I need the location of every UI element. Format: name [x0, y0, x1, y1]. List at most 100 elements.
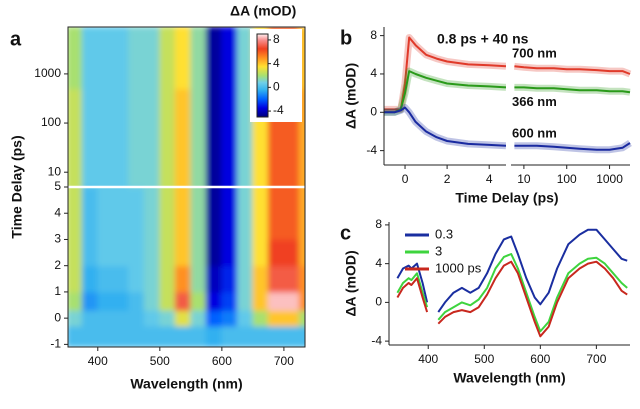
heatmap-cell [298, 265, 305, 293]
heatmap-cell [68, 88, 83, 139]
heatmap-cell [81, 186, 99, 240]
heatmap-cell [190, 238, 207, 267]
x-tick-label: 400 [88, 354, 108, 368]
heatmap-cell [68, 186, 83, 240]
heatmap-cell [298, 137, 305, 188]
heatmap-cell [236, 238, 254, 267]
heatmap-cell [236, 186, 254, 240]
series-label: 700 nm [512, 46, 557, 61]
heatmap-cell [190, 27, 207, 90]
series-label: 366 nm [512, 94, 557, 109]
heatmap-cell [205, 265, 223, 293]
heatmap-cell [97, 186, 114, 240]
heatmap-cell [205, 186, 223, 240]
heatmap-cell [112, 88, 130, 139]
heatmap-cell [68, 291, 83, 311]
x-tick-label: 400 [418, 352, 438, 366]
heatmap-cell [97, 88, 114, 139]
x-tick-label: 100 [557, 172, 577, 186]
heatmap-cell [68, 265, 83, 293]
series-line [396, 260, 628, 338]
heatmap-cell [283, 265, 300, 293]
heatmap-cell [112, 27, 130, 90]
heatmap-cell [267, 291, 285, 311]
heatmap-cell [68, 325, 83, 347]
heatmap-cell [143, 27, 161, 90]
heatmap-cell [252, 186, 269, 240]
heatmap-cell [112, 309, 130, 327]
heatmap-cell [81, 291, 99, 311]
heatmap-cell [174, 137, 192, 188]
heatmap-cell [159, 325, 176, 347]
heatmap-cell [221, 137, 238, 188]
y-axis-label: ΔA (mOD) [343, 250, 359, 316]
heatmap-cell [205, 137, 223, 188]
x-axis-label: Time Delay (ps) [455, 190, 558, 206]
heatmap-cell [190, 325, 207, 347]
heatmap-cell [283, 325, 300, 347]
x-tick-label: 500 [150, 354, 170, 368]
heatmap-cell [283, 291, 300, 311]
heatmap-cell [267, 238, 285, 267]
heatmap-cell [252, 309, 269, 327]
heatmap-cell [112, 291, 130, 311]
colorbar-tick-label: 0 [273, 80, 280, 94]
heatmap-cell [221, 291, 238, 311]
heatmap-cell [143, 291, 161, 311]
heatmap-cell [283, 238, 300, 267]
heatmap-cell [97, 27, 114, 90]
legend-label: 1000 ps [435, 260, 482, 275]
heatmap-cell [252, 291, 269, 311]
y-tick-label: 4 [375, 256, 382, 270]
heatmap-cell [221, 325, 238, 347]
heatmap-cell [221, 186, 238, 240]
heatmap-cell [205, 291, 223, 311]
heatmap-cell [205, 27, 223, 90]
heatmap-cell [112, 238, 130, 267]
heatmap-cell [252, 325, 269, 347]
heatmap-cell [267, 265, 285, 293]
heatmap-cell [68, 137, 83, 188]
heatmap-cell [112, 325, 130, 347]
heatmap-cell [174, 309, 192, 327]
heatmap-cell [143, 137, 161, 188]
x-tick-label: 1000 [596, 172, 623, 186]
heatmap-cell [252, 265, 269, 293]
series-line [396, 228, 628, 313]
heatmap-cell [205, 88, 223, 139]
heatmap-cell [190, 265, 207, 293]
heatmap-cell [81, 238, 99, 267]
x-tick-label: 2 [444, 172, 451, 186]
heatmap-cell [190, 186, 207, 240]
heatmap-cell [252, 137, 269, 188]
heatmap-cell [221, 238, 238, 267]
heatmap-cell [159, 265, 176, 293]
x-tick-label: 700 [274, 354, 294, 368]
x-tick-label: 500 [474, 352, 494, 366]
x-tick-label: 700 [586, 352, 606, 366]
heatmap-cell [221, 265, 238, 293]
heatmap-cell [97, 238, 114, 267]
colorbar-tick-label: 4 [273, 56, 280, 70]
heatmap-cell [283, 137, 300, 188]
heatmap-cell [267, 186, 285, 240]
y-tick-label: 8 [370, 28, 377, 42]
heatmap-cell [159, 309, 176, 327]
x-tick-label: 600 [212, 354, 232, 368]
axis-break [506, 25, 511, 173]
legend-label: 3 [435, 243, 442, 258]
y-tick-label: 1 [54, 284, 61, 298]
y-tick-label: 2 [54, 258, 61, 272]
heatmap-cell [143, 265, 161, 293]
y-tick-label: 0 [375, 295, 382, 309]
colorbar [256, 33, 269, 118]
y-tick-label: 10 [48, 164, 62, 178]
heatmap-cell [283, 309, 300, 327]
colorbar-tick-label: -4 [273, 103, 284, 117]
colorbar-label: ΔA (mOD) [230, 3, 296, 19]
panel-letter: a [10, 28, 22, 50]
heatmap-cell [97, 265, 114, 293]
heatmap-cell [143, 309, 161, 327]
y-tick-label: 4 [54, 205, 61, 219]
